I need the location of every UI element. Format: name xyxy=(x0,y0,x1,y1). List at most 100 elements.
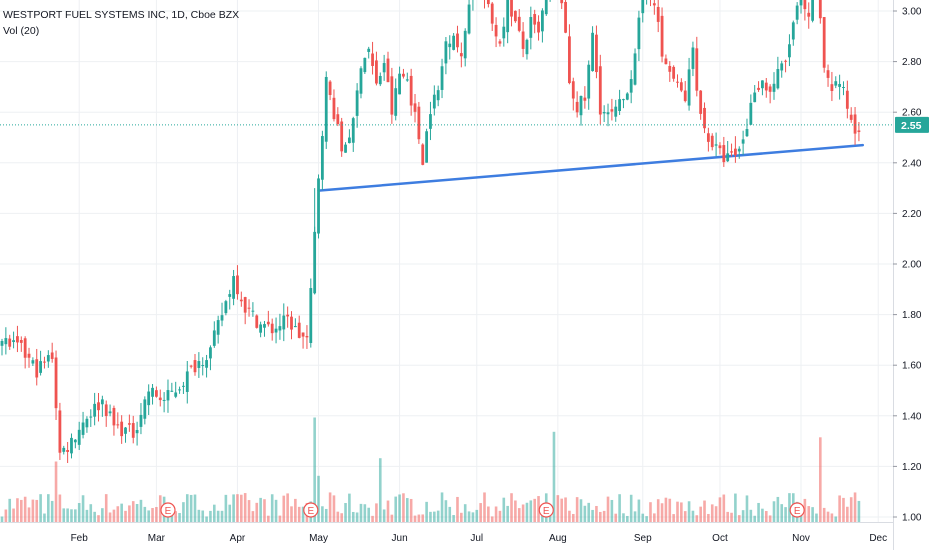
candle-body xyxy=(328,81,332,95)
candle-body xyxy=(185,371,189,392)
volume-bar xyxy=(803,498,807,522)
candle-body xyxy=(784,60,787,62)
volume-bar xyxy=(112,509,116,522)
chart-title: WESTPORT FUEL SYSTEMS INC, 1D, Cboe BZX xyxy=(3,9,240,21)
volume-bar xyxy=(784,507,787,522)
candle-body xyxy=(251,310,255,312)
volume-bar xyxy=(62,508,66,522)
candle-body xyxy=(301,332,305,337)
trendlines[interactable] xyxy=(2,0,882,192)
candle-body xyxy=(27,353,31,358)
candle-body xyxy=(444,41,448,64)
volume-bar xyxy=(282,495,286,522)
candle-body xyxy=(324,76,328,142)
volume-bar xyxy=(351,511,355,522)
candle-body xyxy=(239,299,243,302)
volume-bar xyxy=(23,496,27,522)
volume-bar xyxy=(726,511,729,522)
candle-body xyxy=(232,276,235,299)
candle-body xyxy=(247,307,251,309)
candle-body xyxy=(749,102,753,125)
earnings-marker[interactable]: E xyxy=(538,502,554,518)
volume-bar xyxy=(467,511,471,522)
volume-bar xyxy=(425,501,428,522)
candle-body xyxy=(93,403,97,417)
candle-body xyxy=(417,106,421,140)
candle-body xyxy=(722,145,726,163)
volume-bar xyxy=(290,506,293,522)
candle-body xyxy=(683,90,687,102)
candle-body xyxy=(706,133,710,142)
volume-bar xyxy=(197,509,201,522)
volume-bar xyxy=(31,499,35,522)
volume-bar xyxy=(317,475,320,522)
volume-bar xyxy=(691,510,695,522)
candle-body xyxy=(575,101,579,113)
trendline-lower[interactable] xyxy=(317,143,865,192)
candle-body xyxy=(606,112,610,115)
volume-bar xyxy=(120,503,123,522)
volume-bar xyxy=(687,501,691,522)
last-price-tag xyxy=(895,116,929,133)
earnings-circle xyxy=(303,502,319,518)
volume-bar xyxy=(494,506,498,522)
candle-body xyxy=(687,69,691,106)
candle-body xyxy=(201,365,205,367)
candle-body xyxy=(788,44,791,58)
volume-bar xyxy=(830,513,834,522)
volume-bar xyxy=(413,515,417,522)
candle-body xyxy=(490,3,494,24)
candle-body xyxy=(344,144,347,153)
candle-body xyxy=(529,17,533,38)
candle-body xyxy=(224,301,228,314)
earnings-circle xyxy=(789,502,805,518)
volume-bar xyxy=(722,494,726,522)
volume-bar xyxy=(741,510,745,522)
earnings-marker[interactable]: E xyxy=(789,502,805,518)
candle-body xyxy=(436,90,440,101)
candle-body xyxy=(695,48,699,91)
earnings-marker[interactable]: E xyxy=(303,502,319,518)
volume-bar xyxy=(853,492,857,522)
time-axis[interactable]: Feb Mar Apr May Jun Jul Aug Sep Oct Nov Dec xyxy=(0,522,893,550)
price-tick-label: 1.00 xyxy=(902,513,922,524)
volume-bar xyxy=(602,510,606,522)
candle-body xyxy=(100,399,104,405)
volume-bar xyxy=(695,515,699,522)
candle-body xyxy=(81,422,85,435)
volume-bar xyxy=(460,512,463,522)
volume-bar xyxy=(463,504,467,522)
volume-bar xyxy=(116,506,120,522)
candle-body xyxy=(664,58,668,65)
volume-bar xyxy=(402,493,405,522)
candle-body xyxy=(270,323,274,334)
volume-bar xyxy=(587,502,591,522)
time-tick-label: Dec xyxy=(869,533,887,544)
time-tick-label: Oct xyxy=(712,533,728,544)
earnings-circle xyxy=(160,502,176,518)
volume-bar xyxy=(641,513,645,522)
candle-body xyxy=(236,275,239,295)
volume-bar xyxy=(730,512,733,522)
candle-body xyxy=(371,53,374,66)
volume-bar xyxy=(20,499,23,522)
candle-body xyxy=(595,34,598,73)
candle-body xyxy=(317,178,320,234)
volume-bar xyxy=(417,514,421,522)
candle-body xyxy=(795,5,799,20)
candle-body xyxy=(209,347,212,359)
candle-body xyxy=(791,22,795,40)
candle-body xyxy=(12,340,15,343)
volume-bar xyxy=(216,510,220,522)
candle-body xyxy=(467,4,471,34)
price-axis[interactable]: 1.00 1.20 1.40 1.60 1.80 2.00 2.20 2.40 2.60 2.80… xyxy=(893,0,932,550)
volume-indicator-label[interactable]: Vol (20) xyxy=(3,25,40,37)
candle-body xyxy=(43,361,46,363)
earnings-marker[interactable]: E xyxy=(160,502,176,518)
volume-bar xyxy=(386,500,390,522)
candle-body xyxy=(579,95,583,116)
volume-bar xyxy=(575,497,579,522)
candle-body xyxy=(293,326,297,328)
